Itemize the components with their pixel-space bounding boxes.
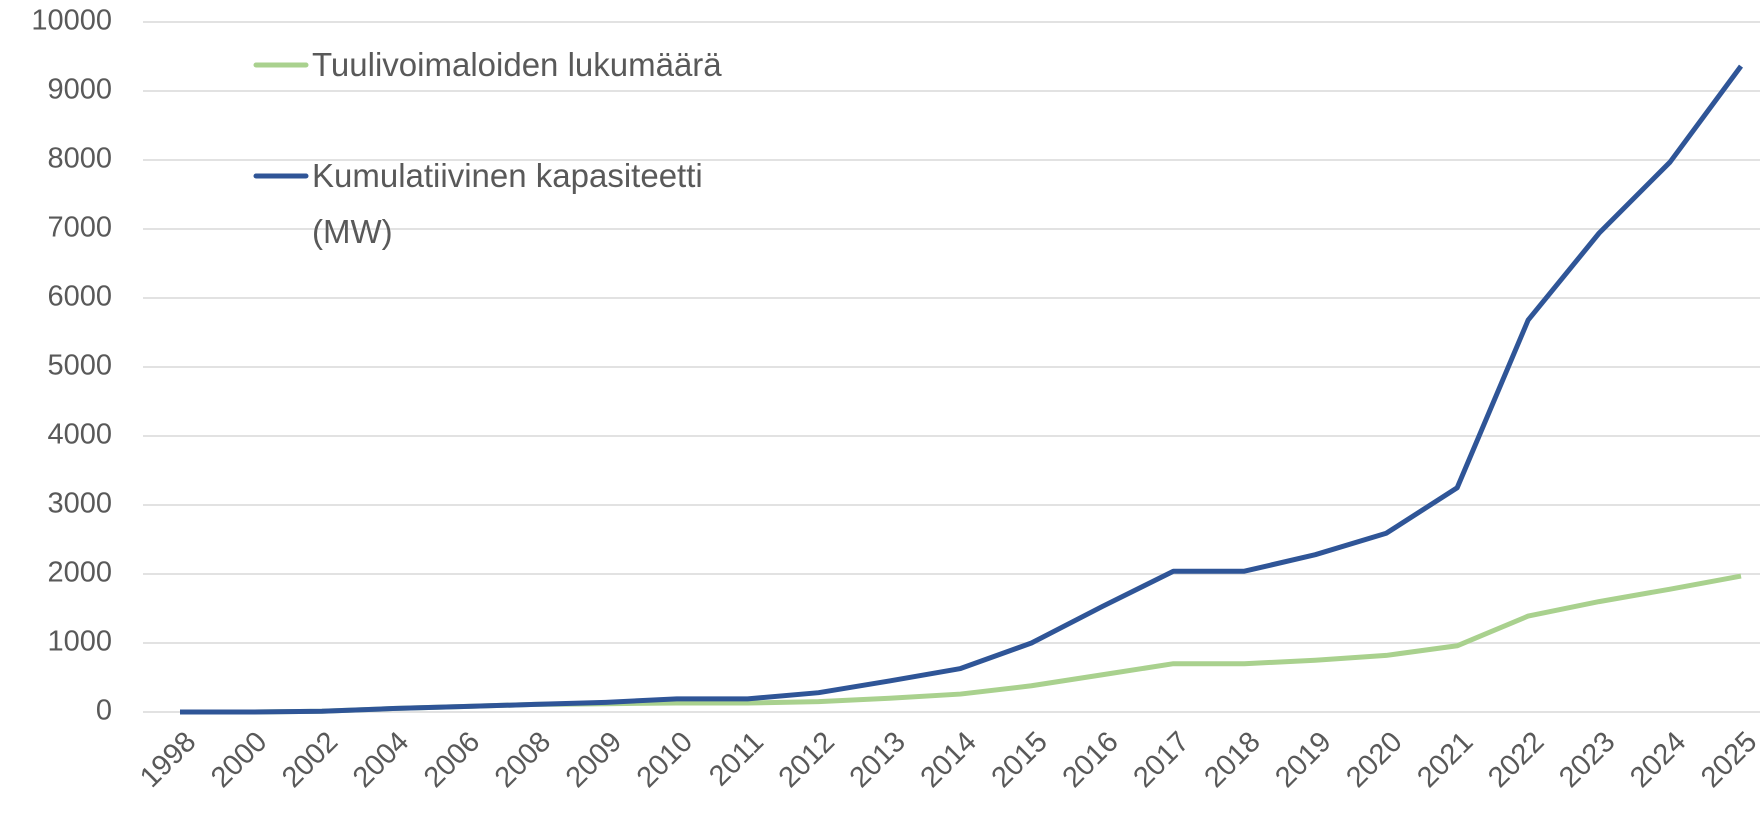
x-tick-label: 2024 [1624, 726, 1692, 794]
x-tick-label: 2002 [276, 726, 344, 794]
x-tick-label: 2000 [205, 726, 273, 794]
y-tick-label: 6000 [47, 281, 112, 313]
x-tick-label: 2017 [1127, 726, 1195, 794]
y-tick-label: 3000 [47, 488, 112, 520]
x-tick-label: 2013 [844, 726, 912, 794]
x-tick-label: 2023 [1553, 726, 1621, 794]
y-tick-label: 9000 [47, 74, 112, 106]
x-tick-label: 2015 [986, 726, 1054, 794]
legend-label: Kumulatiivinen kapasiteetti (MW) [312, 157, 703, 250]
x-tick-label: 2006 [418, 726, 486, 794]
x-tick-label: 2008 [489, 726, 557, 794]
x-tick-label: 1998 [134, 726, 202, 794]
x-tick-label: 2020 [1340, 726, 1408, 794]
y-tick-label: 10000 [31, 5, 112, 37]
x-tick-label: 2016 [1057, 726, 1125, 794]
y-tick-label: 4000 [47, 419, 112, 451]
x-tick-label: 2011 [703, 726, 770, 793]
y-tick-label: 7000 [47, 212, 112, 244]
x-tick-label: 2004 [347, 726, 415, 794]
y-tick-label: 0 [96, 695, 112, 727]
y-tick-label: 1000 [47, 626, 112, 658]
x-tick-label: 2018 [1198, 726, 1266, 794]
x-tick-label: 2009 [560, 726, 628, 794]
x-tick-label: 2010 [631, 726, 699, 794]
y-tick-label: 5000 [47, 350, 112, 382]
line-series [180, 573, 1742, 715]
x-tick-label: 2025 [1695, 726, 1760, 794]
legend-label: Tuulivoimaloiden lukumäärä [312, 46, 722, 83]
y-tick-label: 2000 [47, 557, 112, 589]
y-tick-label: 8000 [47, 143, 112, 175]
x-tick-label: 2019 [1269, 726, 1337, 794]
x-tick-label: 2012 [773, 726, 841, 794]
x-tick-label: 2021 [1411, 726, 1479, 794]
x-tick-label: 2022 [1482, 726, 1550, 794]
x-tick-label: 2014 [915, 726, 983, 794]
line-series [180, 64, 1744, 715]
